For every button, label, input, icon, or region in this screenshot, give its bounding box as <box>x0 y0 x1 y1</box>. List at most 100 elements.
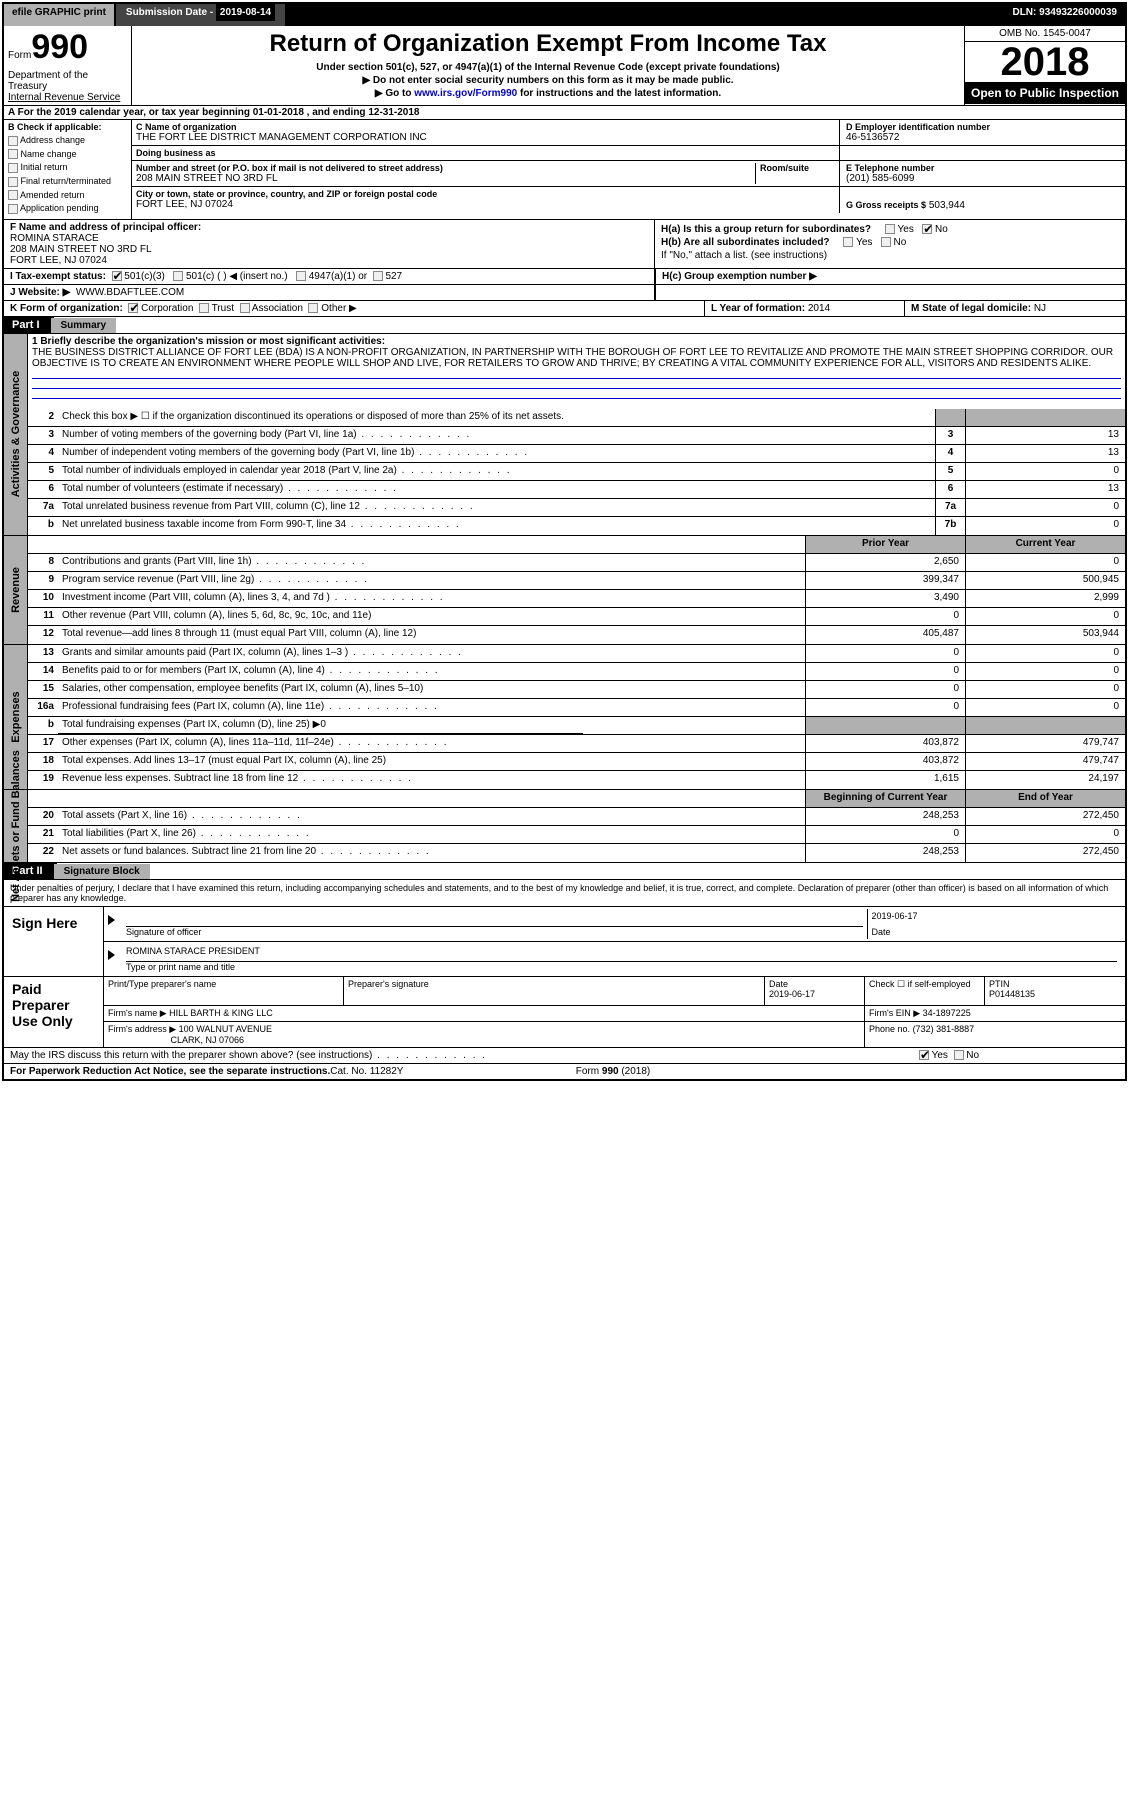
line20-curr: 272,450 <box>965 808 1125 825</box>
line12-prior: 405,487 <box>805 626 965 644</box>
line18-prior: 403,872 <box>805 753 965 770</box>
vtab-expenses: Expenses <box>10 691 22 742</box>
line13-prior: 0 <box>805 645 965 662</box>
line10-curr: 2,999 <box>965 590 1125 607</box>
line16a-curr: 0 <box>965 699 1125 716</box>
line22-curr: 272,450 <box>965 844 1125 862</box>
line14-prior: 0 <box>805 663 965 680</box>
form-title: Return of Organization Exempt From Incom… <box>136 30 960 58</box>
ha-no-checkbox <box>922 224 932 234</box>
ein: 46-5136572 <box>846 132 1119 143</box>
identification-block: B Check if applicable: Address change Na… <box>4 120 1125 220</box>
arrow-icon <box>108 915 115 925</box>
officer-name-title: ROMINA STARACE PRESIDENT <box>126 946 1117 962</box>
form-org-row: K Form of organization: Corporation Trus… <box>4 301 1125 317</box>
column-b: B Check if applicable: Address change Na… <box>4 120 132 219</box>
line-a: A For the 2019 calendar year, or tax yea… <box>4 106 1125 120</box>
section-net-assets: Net Assets or Fund Balances Beginning of… <box>4 790 1125 863</box>
cat-no: Cat. No. 11282Y <box>330 1066 510 1077</box>
line6-val: 13 <box>965 481 1125 498</box>
line21-curr: 0 <box>965 826 1125 843</box>
line7a-val: 0 <box>965 499 1125 516</box>
paid-preparer-block: Paid Preparer Use Only Print/Type prepar… <box>4 977 1125 1048</box>
tax-status-row: I Tax-exempt status: 501(c)(3) 501(c) ( … <box>4 269 1125 285</box>
irs-line: Internal Revenue Service <box>8 92 127 103</box>
year-formed: 2014 <box>808 303 830 314</box>
footer: For Paperwork Reduction Act Notice, see … <box>4 1064 1125 1079</box>
current-year-hdr: Current Year <box>965 536 1125 553</box>
discuss-yes-checkbox <box>919 1050 929 1060</box>
line8-curr: 0 <box>965 554 1125 571</box>
dln: DLN: 93493226000039 <box>1004 4 1125 26</box>
mission-block: 1 Briefly describe the organization's mi… <box>28 334 1125 409</box>
arrow-icon <box>108 950 115 960</box>
line9-curr: 500,945 <box>965 572 1125 589</box>
org-address: 208 MAIN STREET NO 3RD FL <box>136 173 755 184</box>
firm-ein: 34-1897225 <box>923 1008 971 1018</box>
line17-prior: 403,872 <box>805 735 965 752</box>
line16a-prior: 0 <box>805 699 965 716</box>
discuss-row: May the IRS discuss this return with the… <box>4 1048 1125 1064</box>
line17-curr: 479,747 <box>965 735 1125 752</box>
line15-curr: 0 <box>965 681 1125 698</box>
sign-here-block: Sign Here Signature of officer 2019-06-1… <box>4 907 1125 977</box>
mission-text: THE BUSINESS DISTRICT ALLIANCE OF FORT L… <box>32 347 1121 369</box>
section-activities-governance: Activities & Governance 1 Briefly descri… <box>4 334 1125 536</box>
line12-curr: 503,944 <box>965 626 1125 644</box>
section-expenses: Expenses 13Grants and similar amounts pa… <box>4 645 1125 790</box>
line21-prior: 0 <box>805 826 965 843</box>
line4-val: 13 <box>965 445 1125 462</box>
prep-date: 2019-06-17 <box>769 989 815 999</box>
org-name: THE FORT LEE DISTRICT MANAGEMENT CORPORA… <box>136 132 835 143</box>
f-h-row: F Name and address of principal officer:… <box>4 220 1125 269</box>
line14-curr: 0 <box>965 663 1125 680</box>
firm-address: 100 WALNUT AVENUE <box>179 1024 272 1034</box>
line9-prior: 399,347 <box>805 572 965 589</box>
signature-intro: Under penalties of perjury, I declare th… <box>4 880 1125 907</box>
form-header: Form990 Department of the Treasury Inter… <box>4 26 1125 106</box>
submission-date: Submission Date - 2019-08-14 <box>116 4 285 26</box>
tax-year: 2018 <box>965 42 1125 82</box>
line8-prior: 2,650 <box>805 554 965 571</box>
line22-prior: 248,253 <box>805 844 965 862</box>
org-city: FORT LEE, NJ 07024 <box>136 199 835 210</box>
state-domicile: NJ <box>1034 303 1046 314</box>
firm-phone: (732) 381-8887 <box>913 1024 975 1034</box>
form-number: 990 <box>31 28 88 66</box>
line19-curr: 24,197 <box>965 771 1125 789</box>
line13-curr: 0 <box>965 645 1125 662</box>
website-row: J Website: ▶ WWW.BDAFTLEE.COM <box>4 285 1125 301</box>
vtab-net-assets: Net Assets or Fund Balances <box>10 750 22 902</box>
501c3-checkbox <box>112 271 122 281</box>
website-link[interactable]: WWW.BDAFTLEE.COM <box>76 287 184 298</box>
line11-prior: 0 <box>805 608 965 625</box>
officer-name: ROMINA STARACE <box>10 233 648 244</box>
begin-year-hdr: Beginning of Current Year <box>805 790 965 807</box>
dept-line: Department of the Treasury <box>8 70 127 92</box>
line3-val: 13 <box>965 427 1125 444</box>
line15-prior: 0 <box>805 681 965 698</box>
section-revenue: Revenue Prior YearCurrent Year 8Contribu… <box>4 536 1125 645</box>
line10-prior: 3,490 <box>805 590 965 607</box>
corporation-checkbox <box>128 303 138 313</box>
line11-curr: 0 <box>965 608 1125 625</box>
line7b-val: 0 <box>965 517 1125 535</box>
line5-val: 0 <box>965 463 1125 480</box>
line20-prior: 248,253 <box>805 808 965 825</box>
prior-year-hdr: Prior Year <box>805 536 965 553</box>
part-2-header: Part IISignature Block <box>4 863 1125 880</box>
end-year-hdr: End of Year <box>965 790 1125 807</box>
open-to-public: Open to Public Inspection <box>965 82 1125 104</box>
form-ref: Form 990 (2018) <box>510 1066 650 1077</box>
sign-date: 2019-06-17 <box>872 911 1118 927</box>
form990-link[interactable]: www.irs.gov/Form990 <box>414 88 517 99</box>
efile-label: efile GRAPHIC print <box>4 4 116 26</box>
line18-curr: 479,747 <box>965 753 1125 770</box>
ptin: P01448135 <box>989 989 1035 999</box>
firm-name: HILL BARTH & KING LLC <box>169 1008 273 1018</box>
vtab-revenue: Revenue <box>10 567 22 613</box>
top-bar: efile GRAPHIC print Submission Date - 20… <box>4 4 1125 26</box>
phone: (201) 585-6099 <box>846 173 1119 184</box>
gross-receipts: 503,944 <box>929 200 965 211</box>
vtab-activities: Activities & Governance <box>10 371 22 498</box>
